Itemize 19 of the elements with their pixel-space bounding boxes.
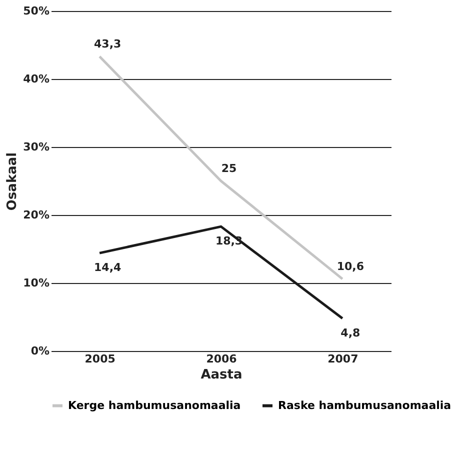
x-tick-label: 2005 (84, 352, 116, 366)
data-label: 43,3 (94, 38, 122, 51)
y-tick-label: 0% (30, 344, 50, 358)
data-label: 4,8 (340, 326, 360, 340)
data-label: 25 (221, 162, 237, 175)
data-label: 10,6 (336, 260, 364, 273)
legend-label: Raske hambumusanomaalia (278, 398, 452, 412)
x-axis-title: Aasta (200, 368, 242, 382)
y-tick-label: 50% (23, 4, 50, 18)
data-label: 14,4 (94, 261, 122, 274)
legend-label: Kerge hambumusanomaalia (68, 398, 241, 412)
data-label: 18,3 (215, 234, 243, 248)
y-tick-label: 40% (23, 72, 50, 86)
y-tick-label: 30% (23, 140, 50, 154)
x-tick-label: 2006 (206, 352, 238, 366)
y-tick-label: 20% (23, 208, 50, 222)
y-tick-label: 10% (23, 276, 50, 290)
y-axis-title: Osakaal (5, 152, 20, 211)
x-tick-label: 2007 (328, 352, 358, 366)
